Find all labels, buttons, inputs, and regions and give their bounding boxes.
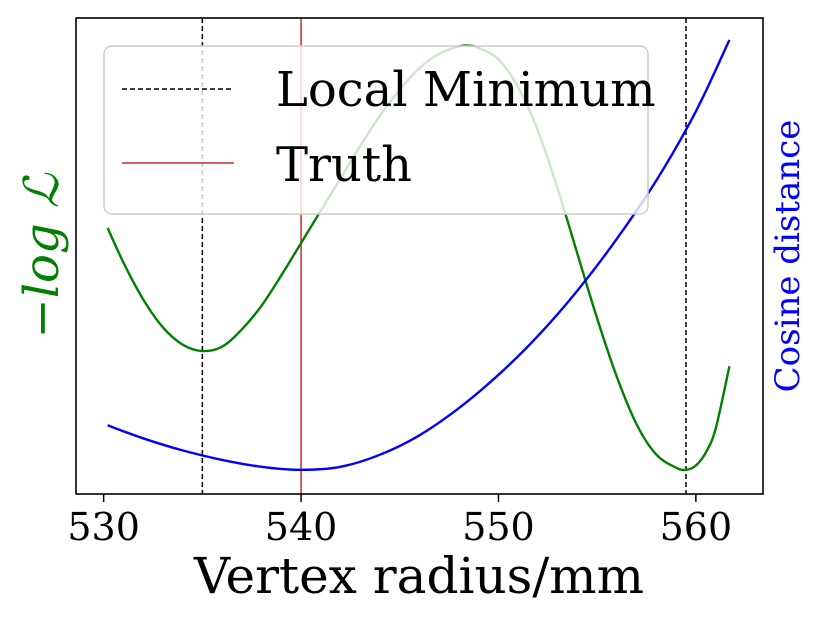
- x-tick-label: 550: [462, 505, 535, 549]
- y-axis-label-left: −log ℒ: [14, 172, 70, 338]
- x-axis-label: Vertex radius/mm: [193, 547, 644, 605]
- x-tick-label: 540: [265, 505, 338, 549]
- x-tick-label: 560: [660, 505, 733, 549]
- y-axis-label-right: Cosine distance: [768, 120, 808, 393]
- legend-box: [103, 45, 649, 215]
- legend-label-local-minimum: Local Minimum: [276, 62, 656, 118]
- axes-frame: [75, 17, 764, 495]
- legend: Local Minimum Truth: [103, 45, 656, 215]
- x-ticks: 530 540 550 560: [67, 494, 732, 549]
- x-tick-label: 530: [67, 505, 140, 549]
- legend-label-truth: Truth: [276, 137, 412, 193]
